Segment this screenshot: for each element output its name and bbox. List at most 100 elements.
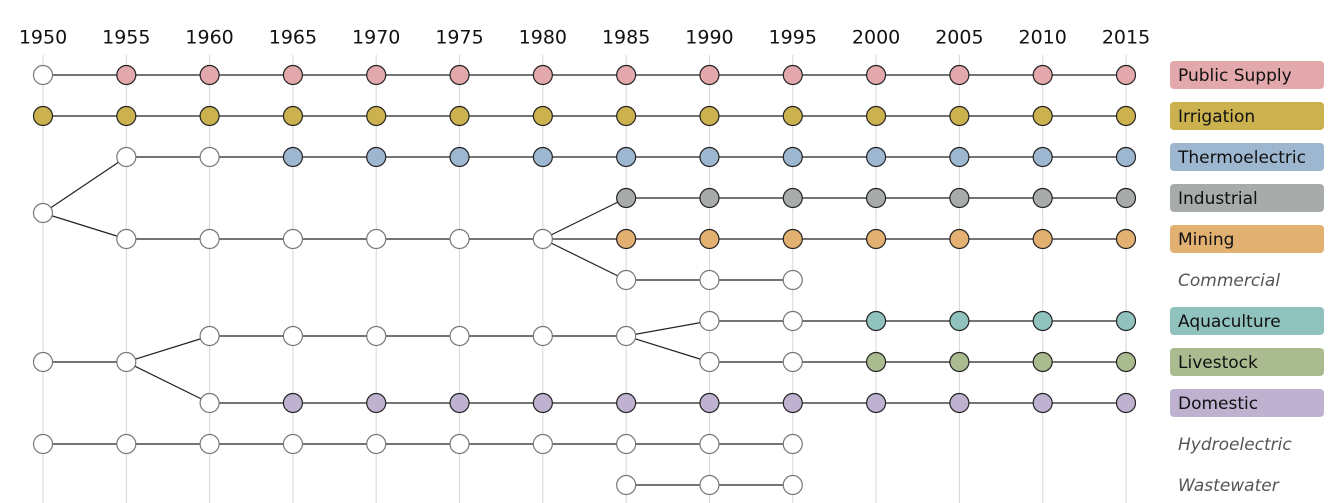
node [782, 228, 803, 250]
node [616, 146, 637, 168]
legend-swatch [1170, 143, 1324, 171]
node [865, 105, 887, 127]
node [616, 392, 637, 414]
legend-swatch [1170, 184, 1324, 212]
legend-label: Thermoelectric [1177, 148, 1306, 168]
year-label: 1950 [19, 27, 67, 49]
node [616, 269, 637, 291]
node [32, 202, 54, 224]
year-label: 1965 [269, 27, 317, 49]
node [532, 228, 553, 250]
legend-label: Livestock [1178, 353, 1258, 373]
node [865, 146, 887, 168]
node [865, 228, 887, 250]
legend-label: Commercial [1178, 271, 1280, 291]
node [782, 105, 803, 127]
node [32, 351, 54, 373]
node [699, 392, 720, 414]
node [865, 351, 887, 373]
node [1032, 146, 1053, 168]
year-label: 1985 [602, 27, 650, 49]
node [199, 105, 220, 127]
node [449, 392, 470, 414]
node [1115, 64, 1137, 86]
node [532, 433, 553, 455]
node [366, 433, 387, 455]
year-label: 2005 [935, 27, 983, 49]
node [199, 433, 220, 455]
legend-swatch [1170, 61, 1324, 89]
node [616, 187, 637, 209]
node [1115, 105, 1137, 127]
node [1115, 310, 1137, 332]
year-label: 1955 [102, 27, 150, 49]
node [699, 351, 720, 373]
node [616, 228, 637, 250]
node [1032, 228, 1053, 250]
node [782, 474, 803, 496]
edge [625, 335, 710, 363]
node [532, 105, 553, 127]
node [699, 64, 720, 86]
node [616, 325, 637, 347]
node [449, 105, 470, 127]
node [949, 146, 970, 168]
node [782, 433, 803, 455]
edge [42, 156, 127, 214]
year-label: 1975 [435, 27, 483, 49]
node [949, 64, 970, 86]
edge [542, 238, 627, 281]
node [449, 64, 470, 86]
grid [42, 55, 1127, 503]
node [782, 187, 803, 209]
node [949, 187, 970, 209]
node [1032, 187, 1053, 209]
node [532, 325, 553, 347]
node [865, 64, 887, 86]
legend-label: Wastewater [1178, 476, 1280, 496]
node [282, 228, 304, 250]
year-label: 2010 [1019, 27, 1067, 49]
node [366, 392, 387, 414]
node [1115, 187, 1137, 209]
legend-swatch [1170, 225, 1324, 253]
legend-label: Public Supply [1178, 66, 1292, 86]
legend-label: Industrial [1178, 189, 1258, 209]
node [699, 433, 720, 455]
edge [126, 335, 210, 363]
node [199, 228, 220, 250]
legend-swatch [1170, 389, 1324, 417]
node [32, 433, 54, 455]
node [949, 310, 970, 332]
node [366, 146, 387, 168]
node [699, 310, 720, 332]
node [116, 433, 137, 455]
year-label: 1970 [352, 27, 400, 49]
node [1115, 146, 1137, 168]
edge [126, 361, 210, 404]
year-label: 1980 [519, 27, 567, 49]
node [782, 64, 803, 86]
node [449, 325, 470, 347]
year-label: 2015 [1102, 27, 1150, 49]
legend-swatch [1170, 307, 1324, 335]
node [366, 325, 387, 347]
legend-swatch [1170, 348, 1324, 376]
node [699, 187, 720, 209]
node [1115, 351, 1137, 373]
node [1032, 310, 1053, 332]
node [699, 228, 720, 250]
node [616, 433, 637, 455]
node [449, 228, 470, 250]
node [865, 310, 887, 332]
node [199, 392, 220, 414]
node [1032, 64, 1053, 86]
node [199, 64, 220, 86]
node [116, 64, 137, 86]
node [532, 392, 553, 414]
node [699, 105, 720, 127]
legend-label: Hydroelectric [1178, 435, 1292, 455]
node [782, 269, 803, 291]
edge [42, 212, 127, 240]
